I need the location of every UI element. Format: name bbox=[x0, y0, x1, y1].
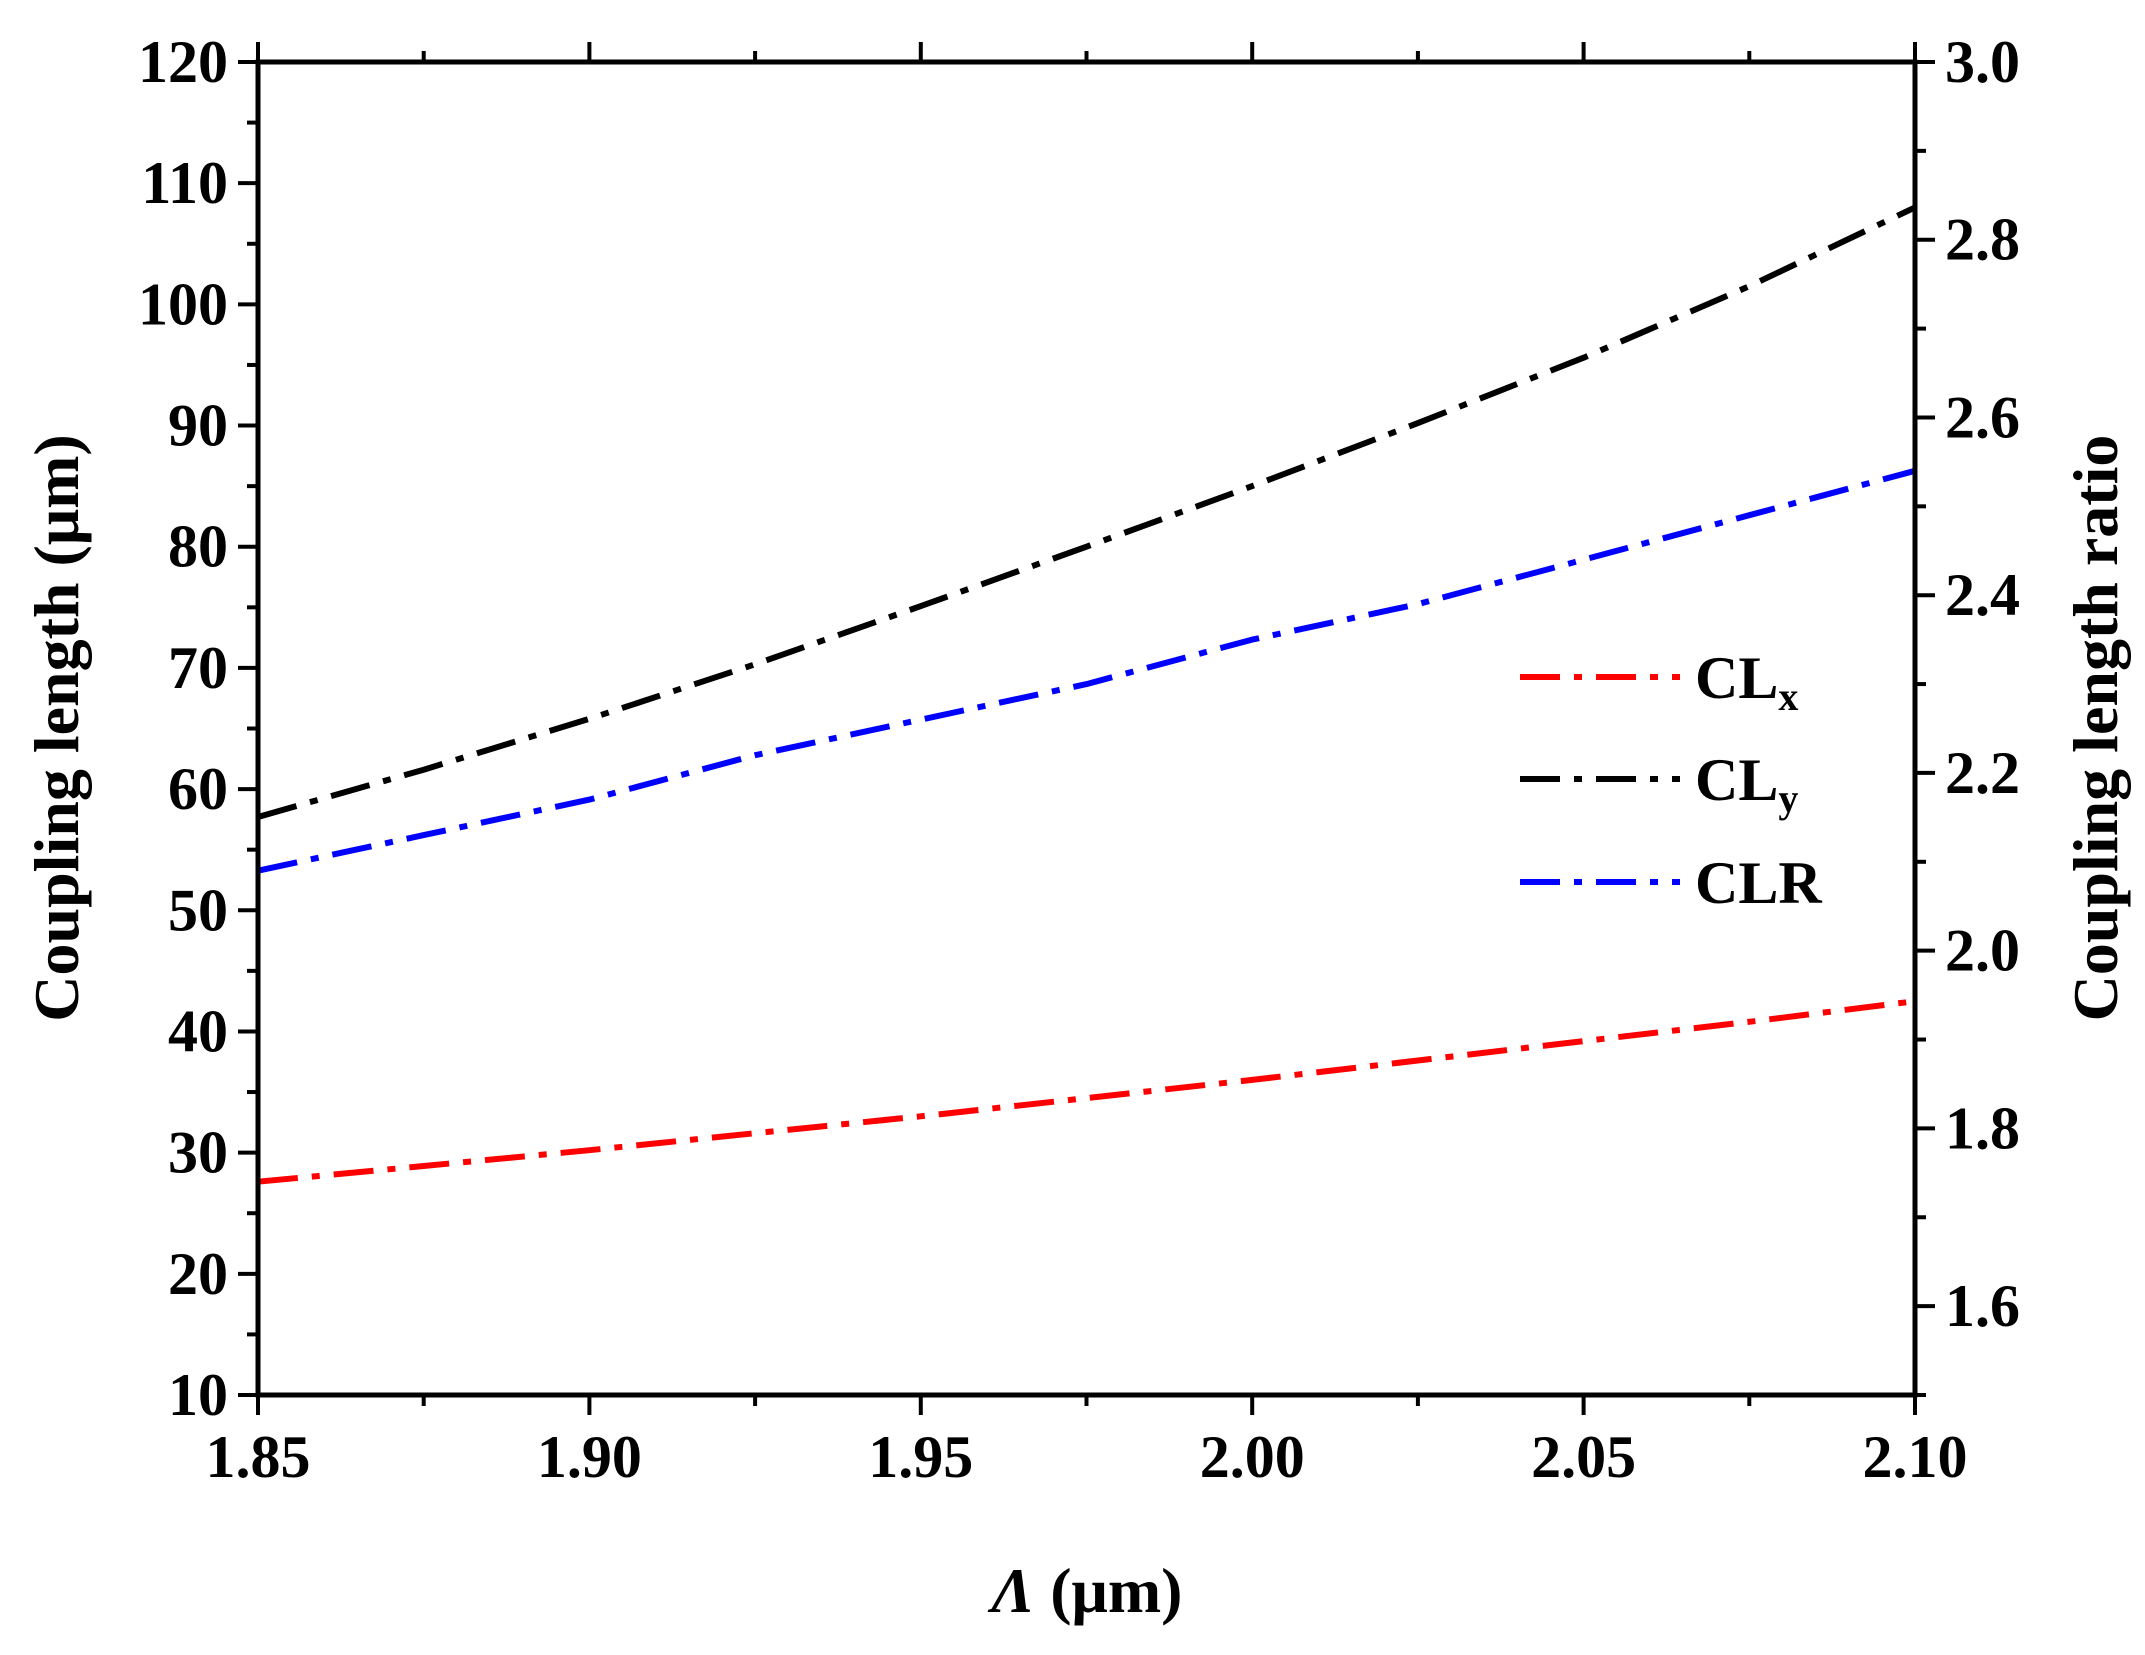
x-axis-title: Λ (μm) bbox=[988, 1555, 1183, 1626]
y2-tick-label: 1.6 bbox=[1945, 1273, 2020, 1339]
x-axis-title-unit: (μm) bbox=[1034, 1555, 1182, 1626]
y-tick-label: 30 bbox=[168, 1120, 228, 1186]
legend: CLx CLy CLR bbox=[1520, 645, 1822, 916]
legend-label-clx: CLx bbox=[1695, 645, 1798, 719]
y2-tick-label: 3.0 bbox=[1945, 29, 2020, 95]
y-tick-label: 120 bbox=[138, 29, 228, 95]
x-tick-label: 1.95 bbox=[868, 1424, 973, 1490]
y2-tick-label: 2.6 bbox=[1945, 384, 2020, 450]
y-tick-label: 10 bbox=[168, 1362, 228, 1428]
legend-label-clr: CLR bbox=[1695, 850, 1822, 916]
y-tick-label: 20 bbox=[168, 1241, 228, 1307]
y2-tick-label: 2.8 bbox=[1945, 207, 2020, 273]
y2-tick-label: 2.0 bbox=[1945, 918, 2020, 984]
x-tick-label: 2.05 bbox=[1531, 1424, 1636, 1490]
series-line-clx bbox=[257, 998, 1916, 1185]
y-tick-label: 70 bbox=[168, 635, 228, 701]
y-tick-label: 50 bbox=[168, 877, 228, 943]
x-tick-label: 2.10 bbox=[1863, 1424, 1968, 1490]
legend-label-clx-main: CL bbox=[1695, 645, 1778, 711]
x-tick-label: 1.90 bbox=[537, 1424, 642, 1490]
legend-label-cly-sub: y bbox=[1778, 776, 1798, 821]
x-tick-label: 2.00 bbox=[1200, 1424, 1305, 1490]
series-line-cly bbox=[257, 204, 1917, 820]
x-tick-label: 1.85 bbox=[206, 1424, 311, 1490]
y-tick-label: 40 bbox=[168, 998, 228, 1064]
legend-label-clx-sub: x bbox=[1778, 674, 1798, 719]
y2-tick-label: 1.8 bbox=[1945, 1095, 2020, 1161]
y-tick-label: 110 bbox=[141, 150, 228, 216]
y-tick-label: 60 bbox=[168, 756, 228, 822]
y2-tick-label: 2.4 bbox=[1945, 562, 2020, 628]
series-line-clr bbox=[257, 467, 1916, 874]
y-tick-label: 90 bbox=[168, 393, 228, 459]
y-tick-label: 100 bbox=[138, 271, 228, 337]
x-axis-title-symbol: Λ bbox=[988, 1555, 1035, 1626]
y2-tick-label: 2.2 bbox=[1945, 740, 2020, 806]
y-axis-title: Coupling length (μm) bbox=[21, 434, 92, 1021]
plot-frame bbox=[255, 59, 1918, 1398]
y-tick-label: 80 bbox=[168, 514, 228, 580]
legend-label-cly: CLy bbox=[1695, 747, 1798, 821]
legend-label-cly-main: CL bbox=[1695, 747, 1778, 813]
y2-axis-title: Coupling length ratio bbox=[2060, 435, 2131, 1022]
